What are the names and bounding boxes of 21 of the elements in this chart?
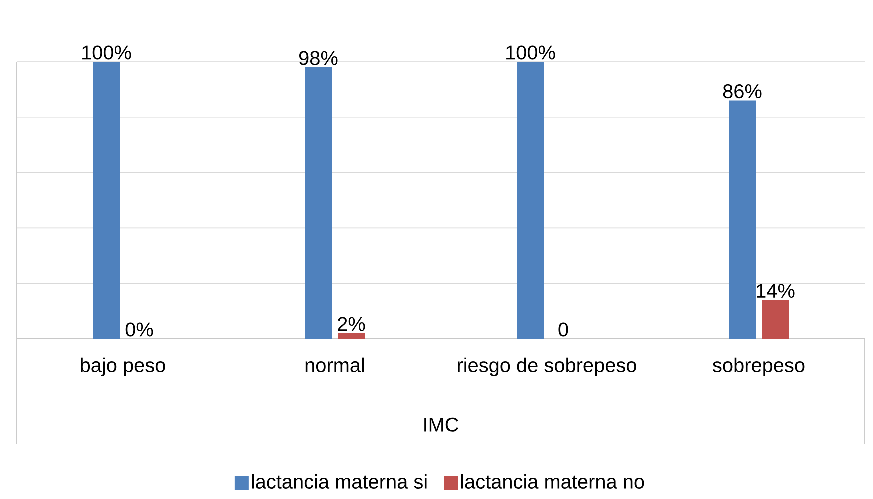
data-label: 14%: [757, 284, 795, 298]
data-label: 0%: [126, 322, 154, 337]
bar: [729, 100, 756, 339]
data-label: 98%: [300, 51, 338, 66]
data-label: 0: [558, 322, 568, 337]
bar: [338, 333, 366, 339]
legend-label: lactancia materna no: [461, 474, 644, 489]
x-axis-title: IMC: [424, 418, 459, 432]
data-label: 100%: [82, 46, 132, 60]
x-tick-label: bajo peso: [81, 358, 166, 376]
data-label: 86%: [723, 84, 762, 99]
bar: [517, 62, 544, 339]
data-label: 2%: [338, 317, 366, 332]
x-tick-label: normal: [306, 358, 364, 372]
legend-label: lactancia materna si: [252, 474, 427, 489]
x-tick-label: sobrepeso: [713, 358, 805, 376]
data-label: 100%: [506, 46, 556, 60]
bar: [93, 62, 120, 339]
bar: [305, 68, 332, 339]
bar: [762, 300, 790, 339]
x-tick-label: riesgo de sobrepeso: [458, 358, 636, 376]
